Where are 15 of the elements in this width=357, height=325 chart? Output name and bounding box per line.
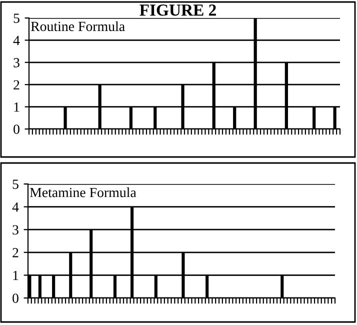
y-tick-label: 2	[12, 248, 18, 258]
y-tick-label: 0	[12, 294, 18, 303]
chart-title: FIGURE 2	[140, 4, 216, 16]
y-tick-label: 3	[12, 225, 18, 235]
y-tick-label: 3	[14, 58, 20, 68]
chart-subtitle: Routine Formula	[30, 21, 125, 32]
y-tick-label: 1	[14, 102, 20, 112]
chart-subtitle: Metamine Formula	[30, 187, 136, 198]
y-tick-label: 0	[14, 124, 20, 134]
y-tick-label: 5	[12, 180, 18, 189]
y-tick-label: 4	[13, 36, 20, 46]
y-tick-label: 1	[13, 270, 18, 280]
y-tick-label: 5	[14, 14, 20, 23]
y-tick-label: 4	[12, 202, 19, 212]
y-tick-label: 2	[14, 80, 20, 90]
